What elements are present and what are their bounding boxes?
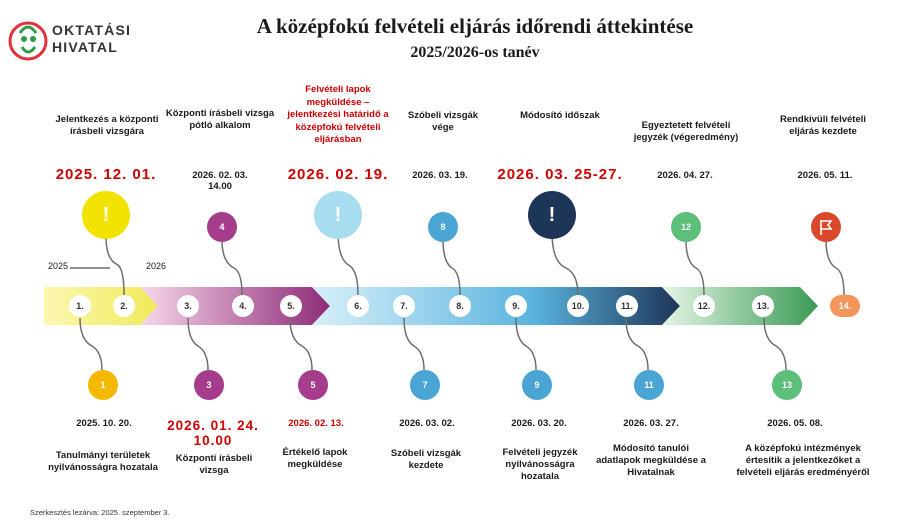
step-badge-5: 5 — [298, 370, 328, 400]
segment-2025 — [44, 287, 158, 325]
step-badge-4: 4 — [207, 212, 237, 242]
top-event-label-1: Jelentkezés a központi írásbeli vizsgára — [55, 114, 159, 137]
top-event-date-7: 2026. 05. 11. — [797, 170, 853, 181]
top-event-label-5: Módosító időszak — [520, 110, 600, 121]
top-event-date-6: 2026. 04. 27. — [657, 170, 713, 181]
timeline-node: 1. — [69, 295, 91, 317]
year-label-2025: 2025 — [48, 261, 69, 271]
timeline-node: 10. — [567, 295, 589, 317]
top-event-date-2: 2026. 02. 03. 14.00 — [192, 170, 248, 192]
alert-icon: ! — [82, 191, 130, 239]
bottom-event-date-3: 2026. 02. 13. — [288, 418, 344, 429]
page-subtitle: 2025/2026-os tanév — [410, 44, 540, 61]
timeline-node: 12. — [693, 295, 715, 317]
top-event-date-5: 2026. 03. 25-27. — [497, 166, 623, 183]
step-badge-9: 9 — [522, 370, 552, 400]
top-event-date-1: 2025. 12. 01. — [55, 166, 157, 183]
timeline-node: 6. — [347, 295, 369, 317]
bottom-event-label-3: Értékelő lapok megküldése — [282, 447, 348, 470]
timeline-node: 4. — [232, 295, 254, 317]
top-event-label-3: Felvételi lapok megküldése – jelentkezés… — [287, 84, 389, 145]
bottom-event-date-2: 2026. 01. 24. 10.00 — [167, 418, 259, 448]
bottom-event-date-6: 2026. 03. 27. — [623, 418, 679, 429]
flag-icon — [811, 212, 841, 242]
step-badge-8: 8 — [428, 212, 458, 242]
bottom-event-date-7: 2026. 05. 08. — [767, 418, 823, 429]
bottom-event-date-5: 2026. 03. 20. — [511, 418, 567, 429]
top-event-label-4: Szóbeli vizsgák vége — [407, 110, 479, 133]
bottom-event-date-4: 2026. 03. 02. — [399, 418, 455, 429]
timeline-node: 9. — [505, 295, 527, 317]
top-event-date-3: 2026. 02. 19. — [287, 166, 389, 183]
top-event-label-7: Rendkívüli felvételi eljárás kezdete — [779, 114, 867, 137]
timeline-node: 8. — [449, 295, 471, 317]
segment-apr-may — [662, 287, 818, 325]
alert-icon: ! — [528, 191, 576, 239]
logo-line-1: OKTATÁSI — [52, 22, 132, 38]
timeline-node: 3. — [177, 295, 199, 317]
top-event-date-4: 2026. 03. 19. — [412, 170, 468, 181]
bottom-event-label-6: Módosító tanulói adatlapok megküldése a … — [596, 443, 706, 478]
top-event-label-2: Központi írásbeli vizsga pótló alkalom — [165, 108, 275, 131]
step-badge-12: 12 — [671, 212, 701, 242]
logo-text: OKTATÁSI HIVATAL — [52, 22, 131, 56]
alert-icon: ! — [314, 191, 362, 239]
step-badge-13: 13 — [772, 370, 802, 400]
oktatasi-hivatal-logo-icon — [8, 21, 48, 61]
bottom-event-label-1: Tanulmányi területek nyilvánosságra hoza… — [48, 450, 158, 473]
page-title: A középfokú felvételi eljárás időrendi á… — [256, 14, 694, 38]
connector-lines — [70, 231, 845, 371]
logo-line-2: HIVATAL — [52, 39, 118, 55]
bottom-event-label-2: Központi írásbeli vizsga — [175, 453, 253, 476]
bottom-event-label-7: A középfokú intézmények értesítik a jele… — [736, 443, 870, 478]
timeline-node: 5. — [280, 295, 302, 317]
top-event-label-6: Egyeztetett felvételi jegyzék (végeredmé… — [633, 120, 739, 143]
step-badge-1: 1 — [88, 370, 118, 400]
step-badge-3: 3 — [194, 370, 224, 400]
bottom-event-date-1: 2025. 10. 20. — [76, 418, 132, 429]
timeline-node-final: 14. — [830, 295, 860, 317]
timeline-node: 13. — [752, 295, 774, 317]
timeline-node: 2. — [113, 295, 135, 317]
bottom-event-label-5: Felvételi jegyzék nyilvánosságra hozatal… — [502, 447, 578, 482]
step-badge-11: 11 — [634, 370, 664, 400]
bottom-event-label-4: Szóbeli vizsgák kezdete — [390, 448, 462, 471]
timeline-node: 11. — [616, 295, 638, 317]
timeline-node: 7. — [393, 295, 415, 317]
year-label-2026: 2026 — [146, 261, 167, 271]
step-badge-7: 7 — [410, 370, 440, 400]
footer-note: Szerkesztés lezárva: 2025. szeptember 3. — [30, 508, 170, 517]
